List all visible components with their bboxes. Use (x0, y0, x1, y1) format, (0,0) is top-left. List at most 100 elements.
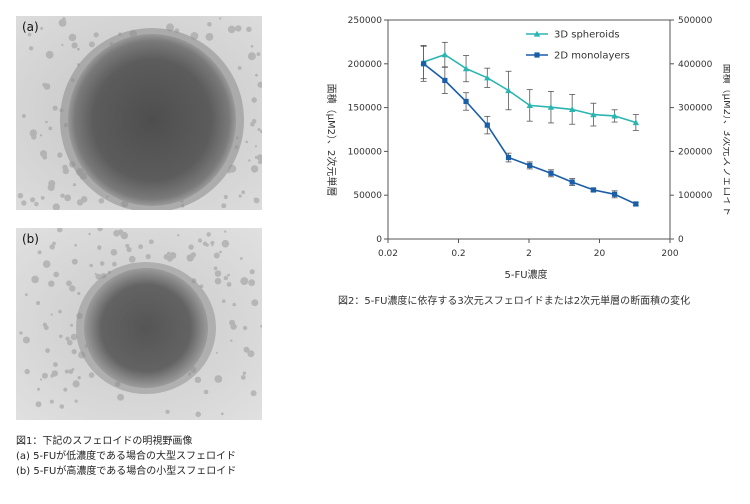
cell-debris (126, 247, 132, 253)
panel-label-a: (a) (22, 20, 39, 34)
cell-debris (99, 261, 105, 266)
y2-tick-label: 300000 (678, 104, 713, 114)
cell-debris (71, 349, 77, 355)
cell-debris (45, 348, 50, 353)
series-line (423, 63, 637, 205)
cell-debris (53, 271, 60, 278)
cell-debris (36, 301, 41, 305)
cell-debris (88, 232, 91, 236)
legend-marker (533, 30, 541, 37)
cell-debris (59, 334, 63, 339)
cell-debris (240, 375, 246, 380)
cell-debris (215, 351, 218, 354)
cell-debris (110, 249, 118, 256)
cell-debris (37, 387, 40, 391)
cell-debris (49, 244, 55, 250)
cell-debris (97, 228, 103, 232)
cell-debris (88, 372, 95, 378)
cell-debris (71, 258, 78, 265)
figure1-caption-b: (b) 5-FUが高濃度である場合の小型スフェロイド (16, 466, 237, 477)
cell-debris (166, 23, 174, 32)
cell-debris (34, 201, 39, 207)
cell-debris (197, 238, 203, 243)
area-vs-5fu-chart: 0500001000001500002000002500000100000200… (325, 16, 730, 281)
cell-debris (88, 41, 95, 48)
cell-debris (48, 180, 56, 187)
cell-debris (205, 243, 209, 247)
cell-debris (48, 280, 55, 287)
cell-debris (138, 244, 143, 250)
cell-debris (227, 273, 230, 277)
y-tick-label: 200000 (348, 60, 383, 70)
cell-debris (72, 183, 77, 187)
cell-debris (256, 52, 261, 56)
x-tick-label: 200 (661, 249, 678, 259)
cell-debris (230, 339, 233, 342)
cell-debris (253, 197, 257, 201)
cell-debris (257, 81, 262, 88)
cell-debris (224, 230, 227, 233)
cell-debris (188, 244, 194, 250)
cell-debris (31, 275, 39, 284)
data-point (612, 191, 618, 197)
cell-debris (29, 129, 37, 137)
cell-debris (214, 270, 222, 277)
data-point (526, 102, 533, 109)
cell-debris (42, 154, 48, 160)
cell-debris (206, 232, 211, 237)
cell-debris (221, 203, 227, 209)
x-tick-label: 0.2 (451, 249, 465, 259)
x-tick-label: 0.02 (378, 249, 398, 259)
figure2-caption: 図2：5-FU濃度に依存する3次元スフェロイドまたは2次元単層の断面積の変化 (338, 296, 691, 307)
cell-debris (260, 129, 262, 134)
cell-debris (21, 200, 27, 206)
cell-debris (41, 372, 48, 379)
cell-debris (69, 285, 76, 292)
cell-debris (214, 375, 223, 383)
cell-debris (40, 26, 44, 30)
data-point (568, 106, 576, 112)
cell-debris (59, 404, 65, 409)
cell-debris (203, 389, 209, 395)
cell-debris (30, 197, 36, 203)
cell-debris (242, 325, 248, 331)
cell-debris (227, 25, 236, 34)
data-point (548, 170, 554, 176)
cell-debris (35, 401, 42, 408)
cell-debris (247, 52, 256, 61)
cell-debris (71, 368, 75, 371)
cell-debris (117, 229, 124, 236)
cell-debris (219, 250, 222, 254)
cell-debris (22, 336, 30, 344)
cell-debris (213, 252, 220, 259)
cell-debris (24, 293, 28, 297)
data-point (590, 187, 596, 193)
cell-debris (89, 263, 93, 268)
cell-debris (207, 22, 212, 27)
data-point (441, 51, 449, 58)
cell-debris (255, 73, 258, 77)
cell-debris (250, 122, 255, 127)
y2-tick-label: 200000 (678, 147, 713, 157)
data-point (547, 103, 555, 110)
cell-debris (45, 50, 54, 59)
cell-debris (205, 33, 214, 41)
cell-debris (67, 339, 73, 346)
cell-debris (76, 199, 84, 206)
cell-debris (58, 19, 67, 27)
cell-debris (52, 241, 56, 246)
cell-debris (65, 336, 70, 341)
cell-debris (246, 26, 252, 33)
x-tick-label: 20 (594, 249, 606, 259)
cell-debris (128, 255, 136, 263)
cell-debris (97, 245, 102, 250)
cell-debris (251, 97, 257, 103)
legend-marker (534, 52, 540, 58)
y-tick-label: 0 (376, 235, 382, 245)
y-tick-label: 50000 (353, 191, 382, 201)
cell-debris (248, 159, 251, 162)
cell-debris (241, 190, 245, 194)
cell-debris (74, 243, 77, 247)
cell-debris (68, 369, 74, 374)
cell-debris (243, 346, 250, 353)
